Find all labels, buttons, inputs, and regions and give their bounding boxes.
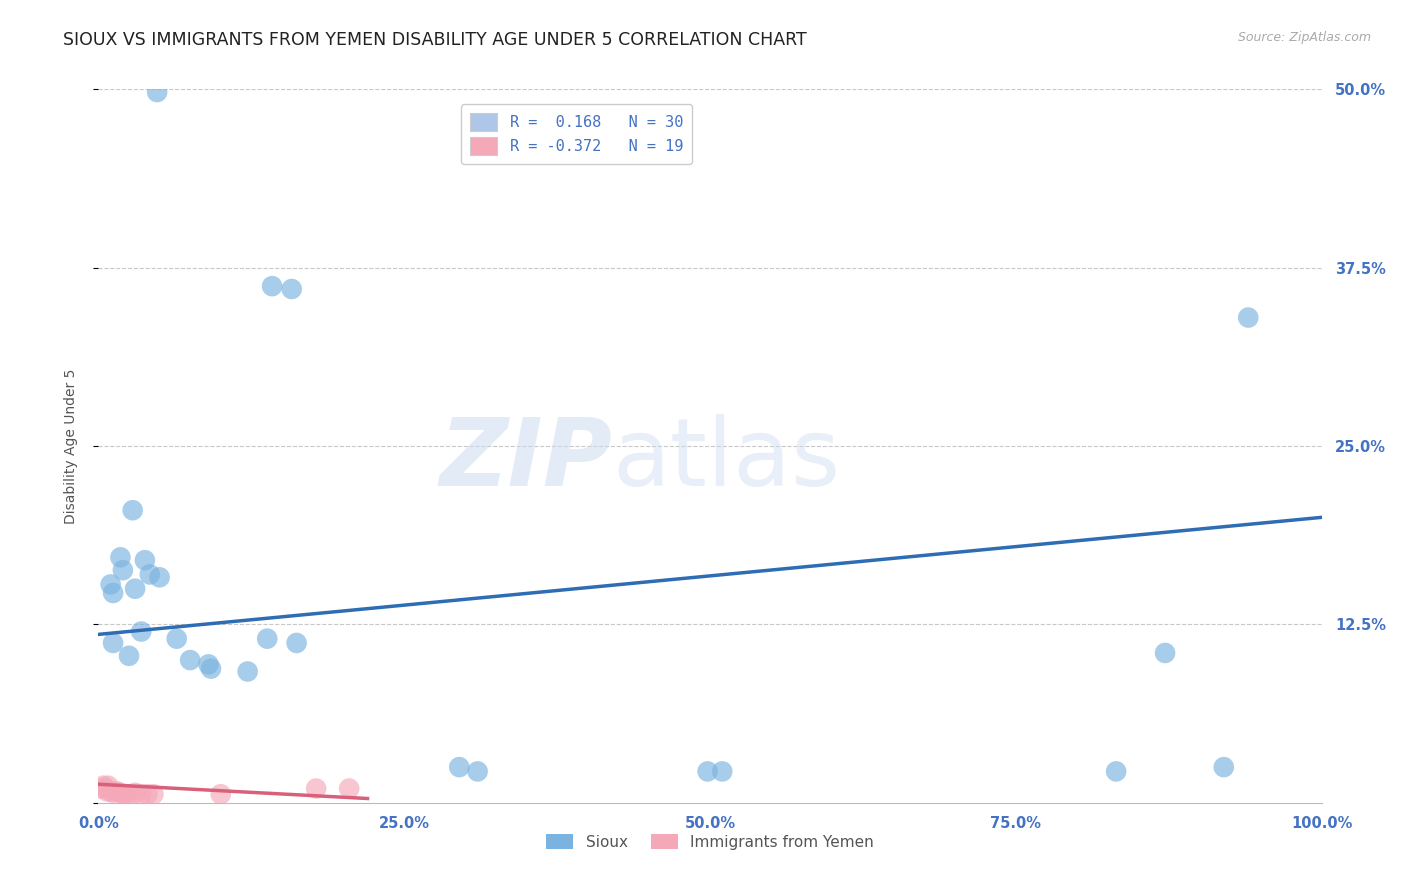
Point xyxy=(1212,760,1234,774)
Point xyxy=(100,784,122,798)
Point xyxy=(129,787,152,801)
Point xyxy=(337,781,360,796)
Point xyxy=(146,85,169,99)
Point xyxy=(101,636,124,650)
Point xyxy=(179,653,201,667)
Text: atlas: atlas xyxy=(612,414,841,507)
Point xyxy=(285,636,308,650)
Point xyxy=(1154,646,1177,660)
Point xyxy=(136,787,159,801)
Point xyxy=(209,787,232,801)
Point xyxy=(256,632,278,646)
Point xyxy=(94,781,117,796)
Point xyxy=(200,662,222,676)
Point xyxy=(124,786,146,800)
Point xyxy=(467,764,489,779)
Text: ZIP: ZIP xyxy=(439,414,612,507)
Text: Source: ZipAtlas.com: Source: ZipAtlas.com xyxy=(1237,31,1371,45)
Legend: Sioux, Immigrants from Yemen: Sioux, Immigrants from Yemen xyxy=(540,828,880,855)
Point xyxy=(305,781,328,796)
Point xyxy=(118,648,141,663)
Point xyxy=(96,784,118,798)
Point xyxy=(197,657,219,672)
Point xyxy=(110,786,132,800)
Point xyxy=(134,553,156,567)
Point xyxy=(101,586,124,600)
Point xyxy=(129,624,152,639)
Point xyxy=(118,787,141,801)
Point xyxy=(149,570,172,584)
Text: SIOUX VS IMMIGRANTS FROM YEMEN DISABILITY AGE UNDER 5 CORRELATION CHART: SIOUX VS IMMIGRANTS FROM YEMEN DISABILIT… xyxy=(63,31,807,49)
Point xyxy=(142,787,165,801)
Point xyxy=(262,279,284,293)
Point xyxy=(90,781,112,796)
Point xyxy=(97,779,120,793)
Point xyxy=(166,632,188,646)
Point xyxy=(110,550,132,565)
Point xyxy=(1237,310,1260,325)
Point xyxy=(280,282,302,296)
Point xyxy=(111,787,134,801)
Point xyxy=(111,563,134,577)
Point xyxy=(449,760,471,774)
Point xyxy=(711,764,734,779)
Point xyxy=(105,784,128,798)
Point xyxy=(101,786,124,800)
Point xyxy=(100,577,122,591)
Y-axis label: Disability Age Under 5: Disability Age Under 5 xyxy=(63,368,77,524)
Point xyxy=(236,665,259,679)
Point xyxy=(139,567,162,582)
Point xyxy=(91,779,114,793)
Point xyxy=(114,787,136,801)
Point xyxy=(1105,764,1128,779)
Point xyxy=(121,503,143,517)
Point xyxy=(696,764,718,779)
Point xyxy=(124,582,146,596)
